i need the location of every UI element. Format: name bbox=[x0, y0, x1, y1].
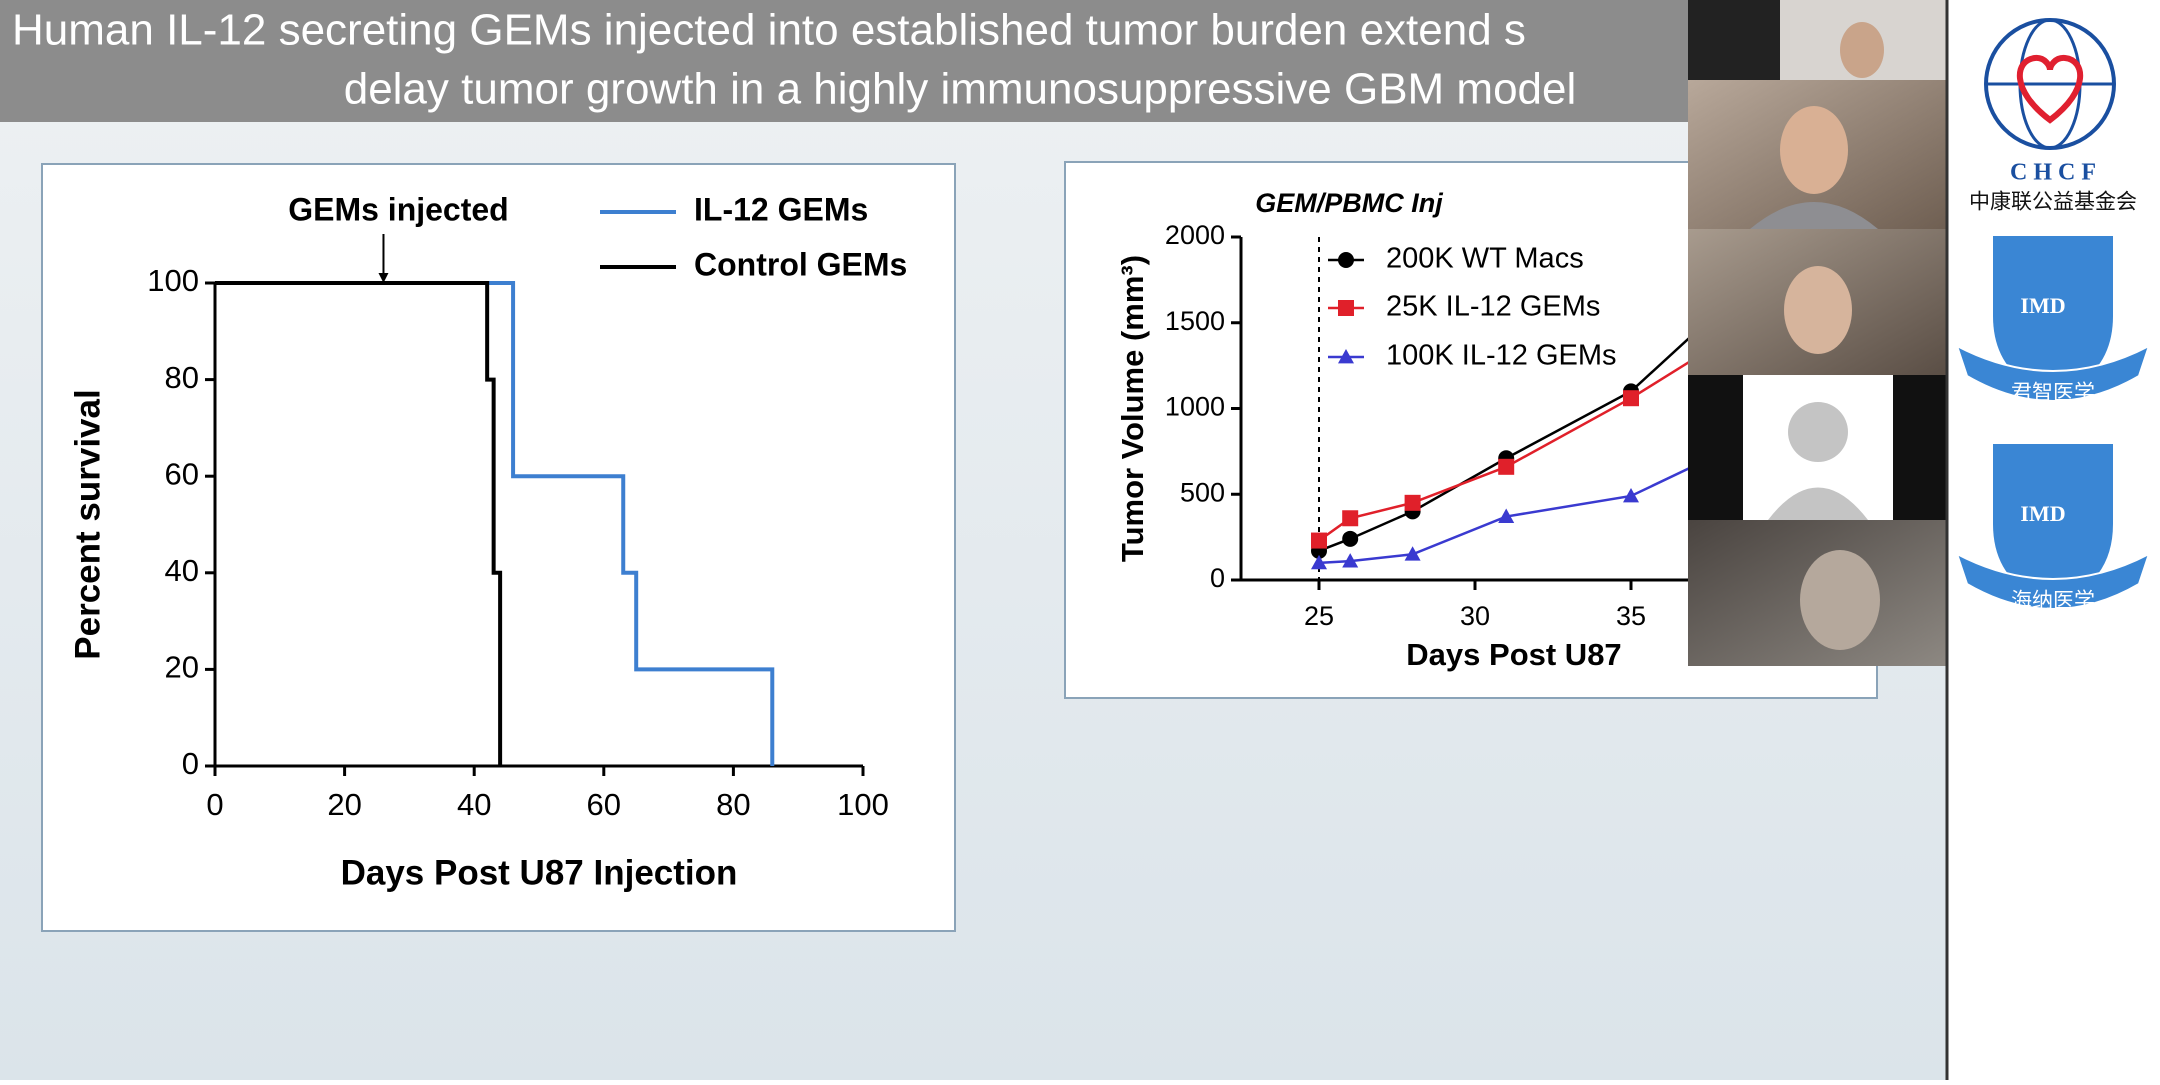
marker bbox=[1404, 494, 1421, 511]
badge-name: 君智医学 bbox=[2011, 382, 2095, 405]
y-tick-label: 60 bbox=[165, 456, 199, 491]
legend-marker bbox=[1338, 252, 1354, 268]
x-axis-title: Days Post U87 bbox=[1406, 637, 1621, 672]
participant bbox=[1784, 266, 1852, 354]
participant bbox=[1800, 550, 1880, 650]
marker bbox=[1623, 487, 1639, 503]
marker bbox=[1342, 553, 1359, 568]
marker bbox=[1404, 546, 1421, 561]
y-tick-label: 500 bbox=[1180, 477, 1225, 507]
annotation-arrow bbox=[378, 273, 389, 283]
series-line bbox=[215, 281, 503, 766]
series-line bbox=[1318, 450, 1726, 565]
badge-shield bbox=[1993, 444, 2113, 604]
x-tick-label: 30 bbox=[1460, 601, 1490, 631]
y-tick-label: 40 bbox=[165, 553, 199, 588]
series-line bbox=[215, 281, 775, 766]
y-tick-label: 2000 bbox=[1165, 220, 1225, 250]
y-tick-label: 20 bbox=[165, 650, 199, 685]
x-tick-label: 60 bbox=[587, 787, 621, 822]
marker bbox=[1498, 508, 1515, 523]
y-tick-label: 1000 bbox=[1165, 392, 1225, 422]
y-tick-label: 0 bbox=[1210, 563, 1225, 593]
marker bbox=[1311, 532, 1327, 549]
legend-marker bbox=[1338, 349, 1354, 364]
slide-title: delay tumor growth in a highly immunosup… bbox=[344, 65, 1577, 114]
avatar bbox=[1788, 402, 1848, 462]
participant bbox=[1840, 22, 1884, 78]
y-tick-label: 0 bbox=[182, 746, 199, 781]
marker bbox=[1623, 390, 1639, 407]
badge-name: 海纳医学 bbox=[2011, 590, 2095, 613]
annotation: GEMs injected bbox=[288, 191, 509, 227]
participant bbox=[1780, 106, 1848, 194]
y-axis-title: Percent survival bbox=[68, 389, 107, 659]
badge-shield bbox=[1993, 236, 2113, 396]
legend-label: Control GEMs bbox=[694, 246, 907, 282]
legend-marker bbox=[1338, 300, 1354, 316]
avatar bbox=[1768, 487, 1868, 520]
legend-label: 100K IL-12 GEMs bbox=[1386, 340, 1617, 372]
heart bbox=[2016, 54, 2084, 124]
legend-label: 200K WT Macs bbox=[1386, 243, 1584, 275]
badge-abbr: IMD bbox=[2020, 501, 2065, 526]
x-tick-label: 25 bbox=[1304, 601, 1334, 631]
marker bbox=[1498, 458, 1515, 475]
y-tick-label: 1500 bbox=[1165, 306, 1225, 336]
legend-label: IL-12 GEMs bbox=[694, 191, 868, 227]
marker bbox=[1342, 510, 1359, 527]
logo-text: 中康联公益基金会 bbox=[1969, 191, 2137, 214]
y-axis-title: Tumor Volume (mm³) bbox=[1115, 255, 1150, 562]
marker bbox=[1311, 554, 1327, 570]
marker bbox=[1342, 530, 1359, 547]
y-tick-label: 100 bbox=[147, 263, 199, 298]
x-tick-label: 0 bbox=[206, 787, 223, 822]
participant bbox=[1750, 202, 1878, 229]
video-panel bbox=[1688, 0, 1947, 666]
badge-ribbon bbox=[1955, 551, 2151, 610]
x-tick-label: 100 bbox=[837, 787, 889, 822]
x-tick-label: 20 bbox=[327, 787, 361, 822]
badges: IMD 君智医学 IMD 海纳医学 bbox=[1955, 236, 2151, 613]
x-tick-label: 35 bbox=[1616, 601, 1646, 631]
x-axis-title: Days Post U87 Injection bbox=[341, 853, 738, 892]
badge-ribbon bbox=[1955, 343, 2151, 402]
chart-frame bbox=[41, 163, 956, 932]
annotation: GEM/PBMC Inj bbox=[1255, 188, 1443, 218]
title-bar bbox=[0, 0, 1946, 122]
x-tick-label: 40 bbox=[457, 787, 491, 822]
slide-title: Human IL-12 secreting GEMs injected into… bbox=[12, 6, 1526, 55]
badge-abbr: IMD bbox=[2020, 293, 2065, 318]
x-tick-label: 80 bbox=[716, 787, 750, 822]
y-tick-label: 80 bbox=[165, 360, 199, 395]
legend-label: 25K IL-12 GEMs bbox=[1386, 291, 1600, 323]
logo-text: C H C F bbox=[2010, 160, 2096, 186]
